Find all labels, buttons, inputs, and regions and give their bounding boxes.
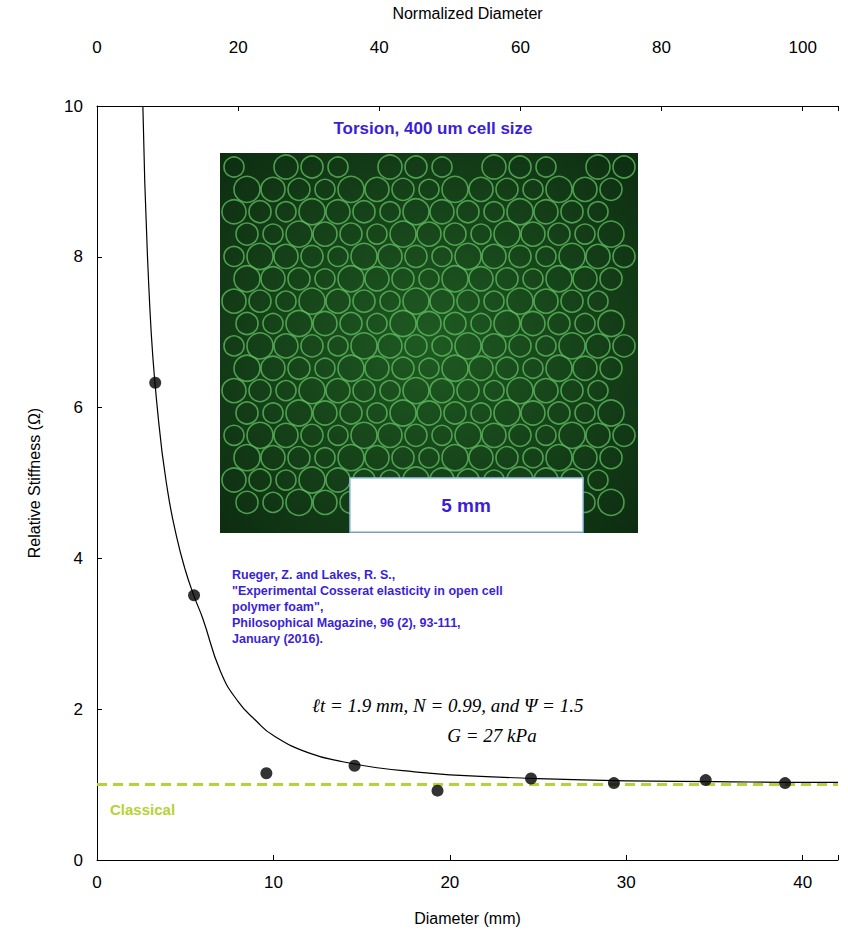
svg-text:Torsion, 400 um cell size: Torsion, 400 um cell size: [333, 119, 532, 138]
svg-text:10: 10: [64, 97, 83, 116]
svg-text:30: 30: [617, 873, 636, 892]
svg-text:80: 80: [652, 38, 671, 57]
svg-text:"Experimental Cosserat elastic: "Experimental Cosserat elasticity in ope…: [232, 584, 503, 598]
svg-text:Rueger, Z. and Lakes, R. S.,: Rueger, Z. and Lakes, R. S.,: [232, 568, 395, 582]
svg-text:60: 60: [511, 38, 530, 57]
svg-text:20: 20: [229, 38, 248, 57]
svg-text:January (2016).: January (2016).: [232, 632, 323, 646]
svg-text:0: 0: [92, 38, 101, 57]
svg-text:polymer foam",: polymer foam",: [232, 600, 323, 614]
svg-text:Relative Stiffness (Ω): Relative Stiffness (Ω): [26, 408, 43, 558]
svg-text:0: 0: [92, 873, 101, 892]
svg-text:20: 20: [440, 873, 459, 892]
svg-text:0: 0: [74, 851, 83, 870]
svg-text:40: 40: [793, 873, 812, 892]
svg-text:G = 27 kPa: G = 27 kPa: [447, 725, 536, 746]
svg-text:Philosophical Magazine, 96 (2): Philosophical Magazine, 96 (2), 93-111,: [232, 616, 461, 630]
svg-text:10: 10: [264, 873, 283, 892]
svg-text:8: 8: [74, 247, 83, 266]
svg-text:2: 2: [74, 700, 83, 719]
svg-text:Classical: Classical: [110, 801, 175, 818]
svg-text:4: 4: [74, 549, 83, 568]
svg-text:40: 40: [370, 38, 389, 57]
svg-text:Diameter (mm): Diameter (mm): [414, 910, 521, 927]
svg-text:6: 6: [74, 398, 83, 417]
svg-text:100: 100: [789, 38, 817, 57]
svg-text:5 mm: 5 mm: [441, 495, 491, 516]
svg-text:ℓt = 1.9 mm, N = 0.99, and Ψ =: ℓt = 1.9 mm, N = 0.99, and Ψ = 1.5: [312, 695, 583, 716]
svg-text:Normalized Diameter: Normalized Diameter: [392, 5, 543, 22]
